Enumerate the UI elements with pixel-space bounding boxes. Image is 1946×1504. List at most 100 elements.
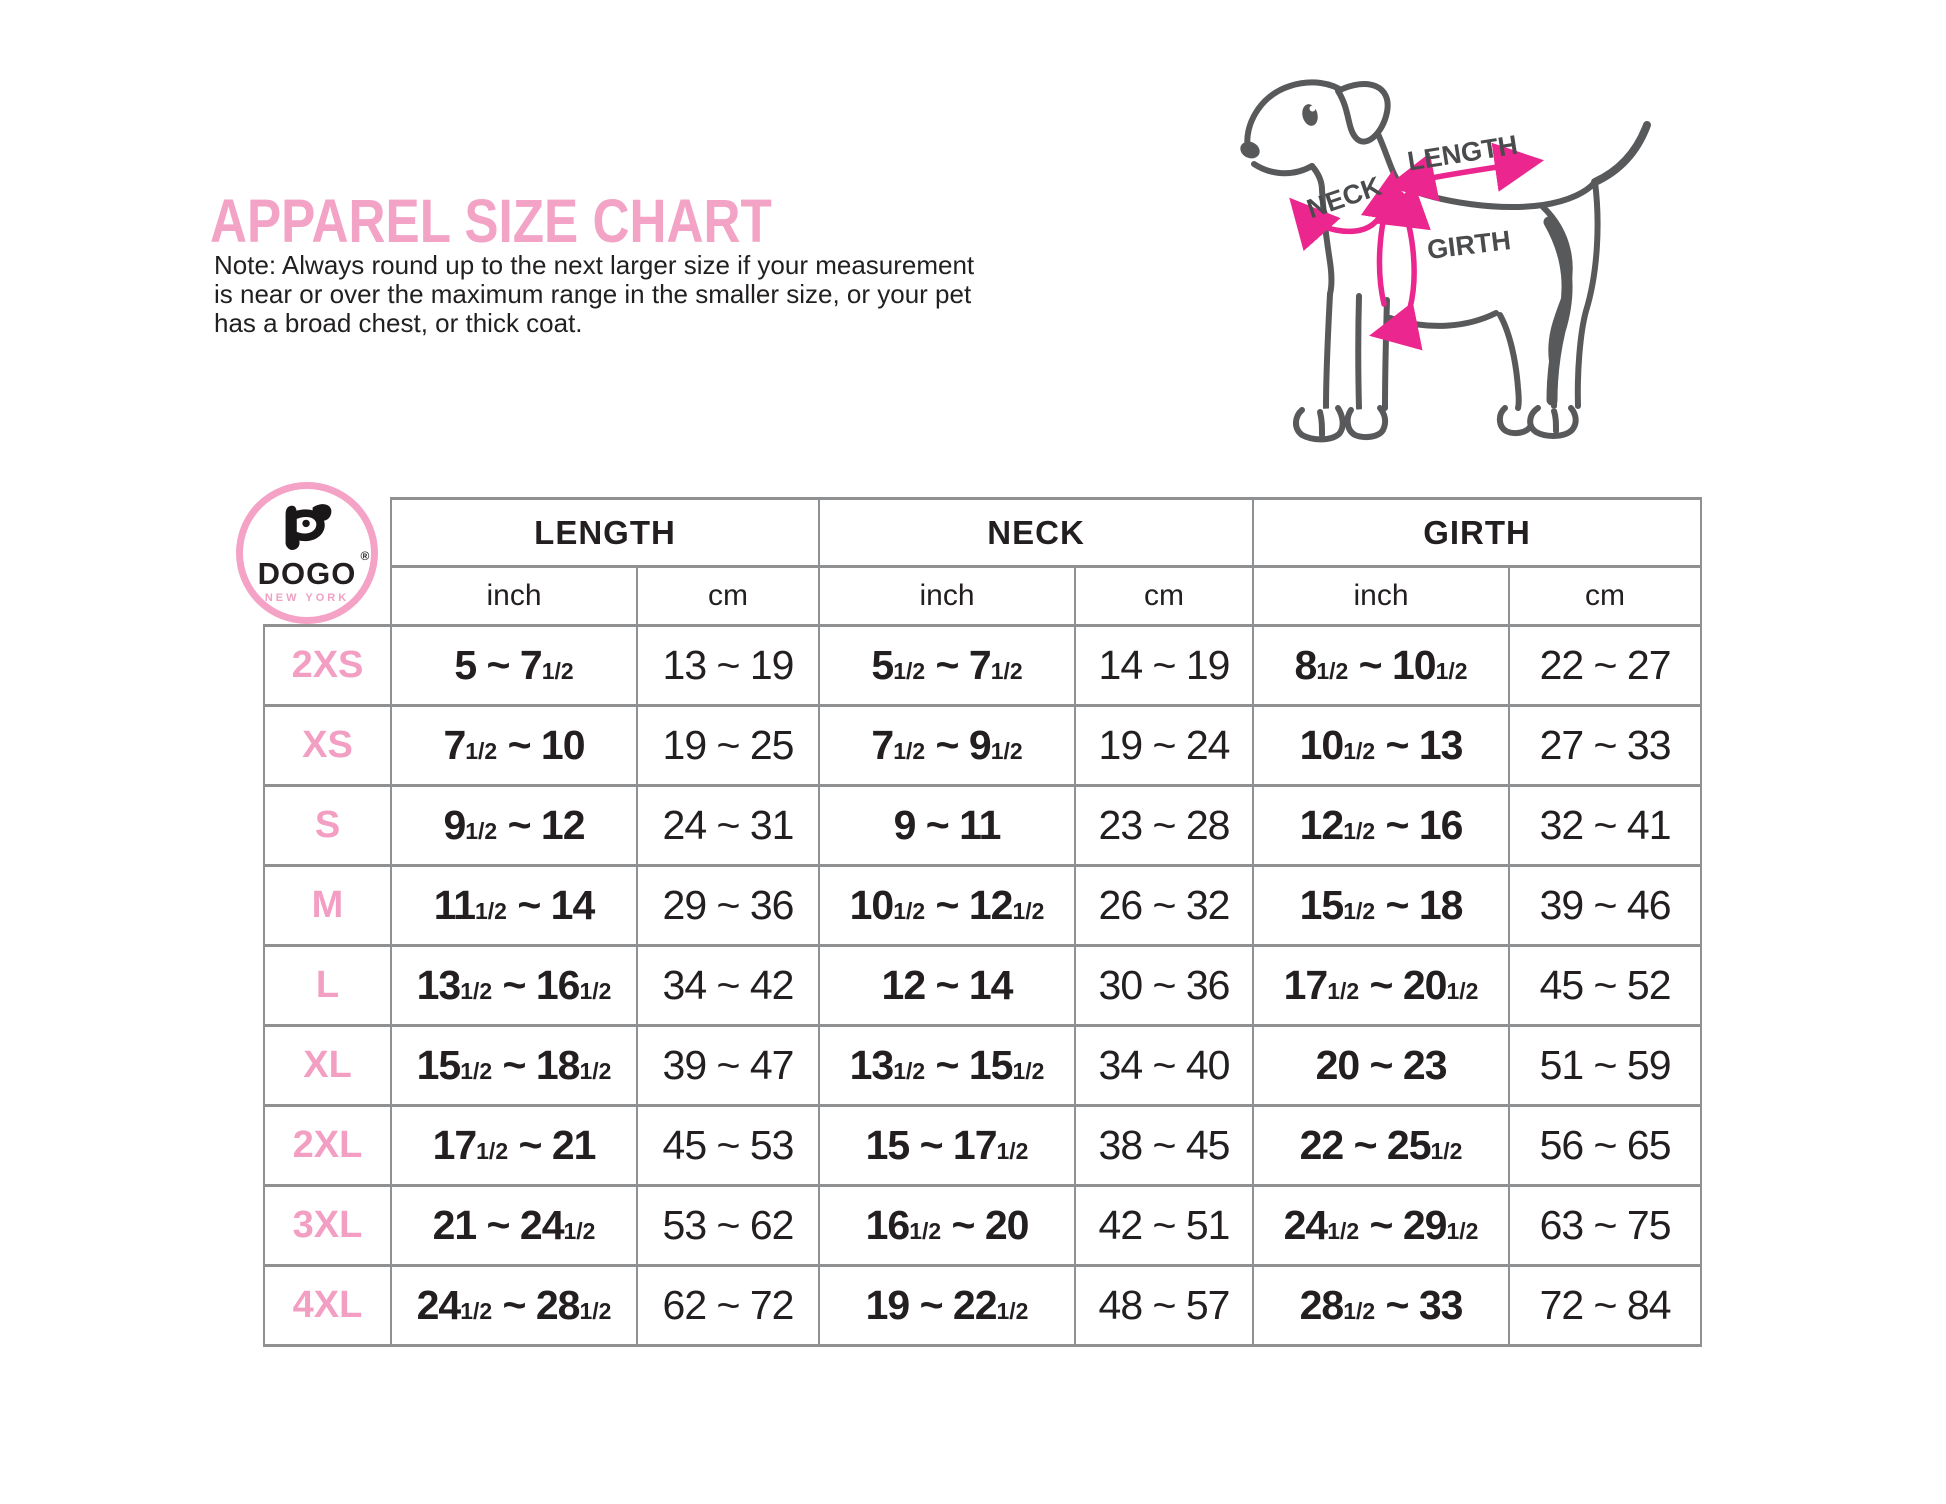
unit-neck-cm: cm <box>1074 565 1255 627</box>
table-row-l: L 131/2 ~ 161/2 34 ~ 42 12 ~ 14 30 ~ 36 … <box>263 944 1703 1027</box>
neck-inch-value: 131/2 ~ 151/2 <box>818 1024 1077 1107</box>
neck-inch-value: 161/2 ~ 20 <box>818 1184 1077 1267</box>
girth-inch-value: 171/2 ~ 201/2 <box>1252 944 1511 1027</box>
girth-inch-value: 151/2 ~ 18 <box>1252 864 1511 947</box>
length-cm-value: 45 ~ 53 <box>635 1104 821 1187</box>
dog-measurement-diagram: NECK LENGTH GIRTH <box>1238 70 1658 465</box>
length-cm-value: 53 ~ 62 <box>635 1184 821 1267</box>
unit-girth-cm: cm <box>1508 565 1703 627</box>
neck-inch-value: 15 ~ 171/2 <box>818 1104 1077 1187</box>
neck-cm-value: 30 ~ 36 <box>1074 944 1255 1027</box>
table-row-2xs: 2XS 5 ~ 71/2 13 ~ 19 51/2 ~ 71/2 14 ~ 19… <box>263 624 1703 707</box>
column-group-length: LENGTH <box>389 497 821 568</box>
neck-cm-value: 19 ~ 24 <box>1074 704 1255 787</box>
neck-inch-value: 9 ~ 11 <box>818 784 1077 867</box>
girth-cm-value: 51 ~ 59 <box>1508 1024 1703 1107</box>
length-inch-value: 151/2 ~ 181/2 <box>390 1024 638 1107</box>
size-table: LENGTH NECK GIRTH inch cm inch cm inch c… <box>263 497 1703 1347</box>
neck-cm-value: 38 ~ 45 <box>1074 1104 1255 1187</box>
neck-inch-value: 51/2 ~ 71/2 <box>818 624 1077 707</box>
unit-length-cm: cm <box>635 565 821 627</box>
note-line-2: is near or over the maximum range in the… <box>214 279 972 309</box>
dogo-logo: DOGO ® NEW YORK <box>236 482 378 624</box>
table-row-3xl: 3XL 21 ~ 241/2 53 ~ 62 161/2 ~ 20 42 ~ 5… <box>263 1184 1703 1267</box>
girth-inch-value: 20 ~ 23 <box>1252 1024 1511 1107</box>
length-inch-value: 131/2 ~ 161/2 <box>390 944 638 1027</box>
girth-cm-value: 27 ~ 33 <box>1508 704 1703 787</box>
note-line-3: has a broad chest, or thick coat. <box>214 308 583 338</box>
girth-measure-arrow <box>1369 197 1423 351</box>
length-label: LENGTH <box>1405 130 1519 177</box>
girth-cm-value: 63 ~ 75 <box>1508 1184 1703 1267</box>
girth-cm-value: 39 ~ 46 <box>1508 864 1703 947</box>
note-text: Note: Always round up to the next larger… <box>214 251 974 338</box>
girth-inch-value: 121/2 ~ 16 <box>1252 784 1511 867</box>
registered-mark: ® <box>360 549 371 563</box>
length-cm-value: 29 ~ 36 <box>635 864 821 947</box>
logo-brand: DOGO ® <box>257 549 371 591</box>
length-inch-value: 21 ~ 241/2 <box>390 1184 638 1267</box>
size-label: L <box>263 944 392 1027</box>
length-measure-arrow <box>1386 142 1545 202</box>
neck-inch-value: 71/2 ~ 91/2 <box>818 704 1077 787</box>
girth-inch-value: 281/2 ~ 33 <box>1252 1264 1511 1347</box>
logo-city: NEW YORK <box>264 592 350 604</box>
neck-cm-value: 34 ~ 40 <box>1074 1024 1255 1107</box>
length-inch-value: 111/2 ~ 14 <box>390 864 638 947</box>
neck-inch-value: 19 ~ 221/2 <box>818 1264 1077 1347</box>
dogo-dog-head-icon <box>285 504 332 551</box>
note-line-1: Note: Always round up to the next larger… <box>214 250 975 280</box>
table-row-m: M 111/2 ~ 14 29 ~ 36 101/2 ~ 121/2 26 ~ … <box>263 864 1703 947</box>
size-label: S <box>263 784 392 867</box>
girth-inch-value: 241/2 ~ 291/2 <box>1252 1184 1511 1267</box>
neck-cm-value: 26 ~ 32 <box>1074 864 1255 947</box>
neck-inch-value: 12 ~ 14 <box>818 944 1077 1027</box>
length-inch-value: 91/2 ~ 12 <box>390 784 638 867</box>
neck-cm-value: 42 ~ 51 <box>1074 1184 1255 1267</box>
size-label: M <box>263 864 392 947</box>
size-label: 2XL <box>263 1104 392 1187</box>
neck-label: NECK <box>1303 171 1386 224</box>
girth-inch-value: 22 ~ 251/2 <box>1252 1104 1511 1187</box>
table-row-xs: XS 71/2 ~ 10 19 ~ 25 71/2 ~ 91/2 19 ~ 24… <box>263 704 1703 787</box>
girth-inch-value: 81/2 ~ 101/2 <box>1252 624 1511 707</box>
column-group-girth: GIRTH <box>1252 497 1703 568</box>
size-label: 2XS <box>263 624 392 707</box>
neck-cm-value: 14 ~ 19 <box>1074 624 1255 707</box>
size-label: XS <box>263 704 392 787</box>
girth-label: GIRTH <box>1425 225 1512 265</box>
girth-cm-value: 72 ~ 84 <box>1508 1264 1703 1347</box>
dog-illustration: NECK LENGTH GIRTH <box>1240 79 1651 443</box>
neck-cm-value: 48 ~ 57 <box>1074 1264 1255 1347</box>
length-inch-value: 71/2 ~ 10 <box>390 704 638 787</box>
length-cm-value: 19 ~ 25 <box>635 704 821 787</box>
length-inch-value: 171/2 ~ 21 <box>390 1104 638 1187</box>
girth-cm-value: 32 ~ 41 <box>1508 784 1703 867</box>
page-title: APPAREL SIZE CHART <box>210 187 772 255</box>
girth-cm-value: 45 ~ 52 <box>1508 944 1703 1027</box>
unit-length-inch: inch <box>390 565 638 627</box>
size-label: XL <box>263 1024 392 1107</box>
table-row-s: S 91/2 ~ 12 24 ~ 31 9 ~ 11 23 ~ 28 121/2… <box>263 784 1703 867</box>
length-cm-value: 34 ~ 42 <box>635 944 821 1027</box>
length-cm-value: 62 ~ 72 <box>635 1264 821 1347</box>
length-cm-value: 24 ~ 31 <box>635 784 821 867</box>
table-row-4xl: 4XL 241/2 ~ 281/2 62 ~ 72 19 ~ 221/2 48 … <box>263 1264 1703 1347</box>
length-cm-value: 39 ~ 47 <box>635 1024 821 1107</box>
length-inch-value: 5 ~ 71/2 <box>390 624 638 707</box>
girth-cm-value: 22 ~ 27 <box>1508 624 1703 707</box>
unit-girth-inch: inch <box>1252 565 1511 627</box>
table-row-2xl: 2XL 171/2 ~ 21 45 ~ 53 15 ~ 171/2 38 ~ 4… <box>263 1104 1703 1187</box>
length-cm-value: 13 ~ 19 <box>635 624 821 707</box>
unit-neck-inch: inch <box>818 565 1077 627</box>
neck-cm-value: 23 ~ 28 <box>1074 784 1255 867</box>
column-group-neck: NECK <box>818 497 1255 568</box>
table-row-xl: XL 151/2 ~ 181/2 39 ~ 47 131/2 ~ 151/2 3… <box>263 1024 1703 1107</box>
size-label: 3XL <box>263 1184 392 1267</box>
neck-inch-value: 101/2 ~ 121/2 <box>818 864 1077 947</box>
girth-cm-value: 56 ~ 65 <box>1508 1104 1703 1187</box>
size-label: 4XL <box>263 1264 392 1347</box>
girth-inch-value: 101/2 ~ 13 <box>1252 704 1511 787</box>
length-inch-value: 241/2 ~ 281/2 <box>390 1264 638 1347</box>
